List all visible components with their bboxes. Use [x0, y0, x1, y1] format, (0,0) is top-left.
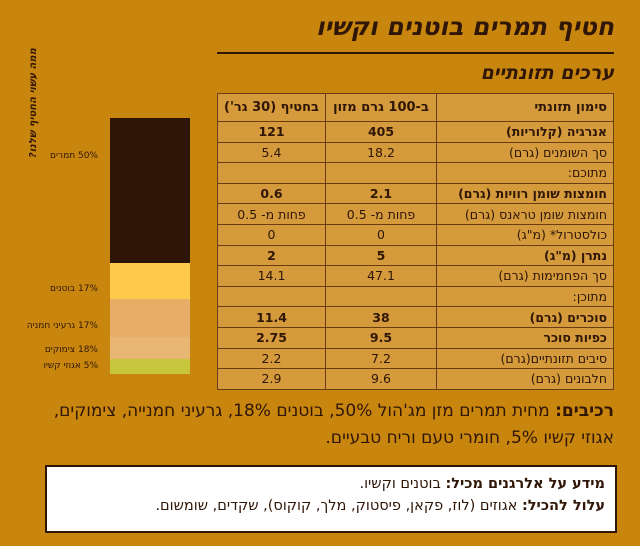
table-cell: 2.9	[217, 368, 326, 390]
table-cell: 7.2	[325, 347, 437, 370]
table-cell: 2.2	[217, 347, 326, 370]
table-cell: 2.75	[217, 326, 326, 349]
table-cell: פחות מ- 0.5	[217, 203, 326, 225]
header-row: סימון תזונתי ב-100 גרם מזון בחטיף (30 גר…	[217, 93, 614, 122]
table-row: סך השומנים (גרם) 18.2 5.4	[217, 141, 614, 164]
table-row: מתוכם:	[217, 162, 614, 184]
table-cell: כפיות סוכר	[436, 326, 614, 349]
table-cell: 38	[325, 306, 437, 328]
table-cell: 2.1	[325, 182, 437, 205]
table-cell: סך הפחמימות (גרם)	[436, 265, 614, 287]
segment	[110, 263, 190, 299]
table-row: סיבים תזונתיים(גרם) 7.2 2.2	[217, 347, 614, 370]
table-cell: כולסטרול* (מ"ג)	[436, 223, 614, 246]
table-cell: חומצות שומן טראנס (גרם)	[436, 203, 614, 225]
table-cell: 0	[217, 223, 326, 246]
table-cell	[325, 162, 437, 184]
table-row: כפיות סוכר 9.5 2.75	[217, 326, 614, 349]
ingredients: רכיבים: מחית תמרים מזן מג'הול 50%, בוטני…	[24, 398, 614, 452]
table-row: אנרגיה (קלוריות) 405 121	[217, 121, 614, 143]
table-cell: 47.1	[325, 265, 437, 287]
table-row: חלבונים (גרם) 9.6 2.9	[217, 368, 614, 390]
segment	[110, 299, 190, 337]
table-cell: 5	[325, 244, 437, 267]
table-cell: מתוכם:	[436, 162, 614, 184]
table-cell: חומצות שומן רוויות (גרם)	[436, 182, 614, 205]
table-cell	[217, 162, 326, 184]
table-row: חומצות שומן טראנס (גרם) פחות מ- 0.5 פחות מ…	[217, 203, 614, 225]
text: אגוזים (לוז, פקאן, פיסטוק, מלך, קוקוס), …	[155, 498, 518, 514]
table-cell: סיבים תזונתיים(גרם)	[436, 347, 614, 370]
table-cell: סך השומנים (גרם)	[436, 141, 614, 164]
allergen-box: מידע על אלרגנים מכיל: בוטנים וקשיו. עלול…	[45, 465, 617, 533]
table-cell: 9.5	[325, 326, 437, 349]
header-cell: בחטיף (30 גר')	[217, 93, 326, 122]
label: מידע על אלרגנים מכיל:	[445, 476, 605, 492]
segment-label: 5% אגוזי קשיו	[43, 361, 98, 371]
table-cell: סוכרים (גרם)	[436, 306, 614, 328]
table-cell: 14.1	[217, 265, 326, 287]
table-row: סוכרים (גרם) 38 11.4	[217, 306, 614, 328]
table-cell: 11.4	[217, 306, 326, 328]
table-row: כולסטרול* (מ"ג) 0 0	[217, 223, 614, 246]
composition-title: ממה עשוי החטיף שלנו?	[28, 48, 39, 158]
segment-label: 17% בוטנים	[50, 284, 98, 294]
table-cell: 0.6	[217, 182, 326, 205]
table-cell: 18.2	[325, 141, 437, 164]
table-cell: 9.6	[325, 368, 437, 390]
segment-label: 50% תמרים	[50, 151, 98, 161]
table-cell: נתרן (מ"ג)	[436, 244, 614, 267]
table-cell	[217, 285, 326, 308]
allergen-line: עלול להכיל: אגוזים (לוז, פקאן, פיסטוק, מ…	[57, 495, 605, 517]
ingredients-text: מחית תמרים מזן מג'הול 50%, בוטנים 18%, ג…	[53, 401, 614, 448]
table-cell	[325, 285, 437, 308]
table-cell: אנרגיה (קלוריות)	[436, 121, 614, 143]
label: עלול להכיל:	[521, 498, 605, 514]
segment-label: 18% צימוקים	[44, 345, 98, 355]
table-cell: 121	[217, 121, 326, 143]
subtitle: ערכים תזונתיים	[480, 62, 614, 84]
table-row: מתוכן:	[217, 285, 614, 308]
text: בוטנים וקשיו.	[359, 476, 441, 492]
header-cell: ב-100 גרם מזון	[325, 93, 437, 122]
nutrition-table: סימון תזונתי ב-100 גרם מזון בחטיף (30 גר…	[217, 93, 614, 390]
table-cell: פחות מ- 0.5	[325, 203, 437, 225]
title: חטיף תמרים בוטנים וקשיו	[315, 12, 614, 41]
header-cell: סימון תזונתי	[436, 93, 614, 122]
table-row: נתרן (מ"ג) 5 2	[217, 244, 614, 267]
ingredients-label: רכיבים:	[555, 401, 614, 421]
segment	[110, 337, 190, 359]
table-cell: מתוכן:	[436, 285, 614, 308]
table-cell: 0	[325, 223, 437, 246]
segment-label: 17% גרעיני חמניה	[26, 321, 98, 331]
segment	[110, 359, 190, 374]
table-cell: 2	[217, 244, 326, 267]
rule	[217, 52, 614, 54]
segment	[110, 118, 190, 263]
table-cell: חלבונים (גרם)	[436, 368, 614, 390]
table-row: חומצות שומן רוויות (גרם) 2.1 0.6	[217, 182, 614, 205]
table-cell: 405	[325, 121, 437, 143]
allergen-line: מידע על אלרגנים מכיל: בוטנים וקשיו.	[57, 473, 606, 495]
table-row: סך הפחמימות (גרם) 47.1 14.1	[217, 265, 614, 287]
table-cell: 5.4	[217, 141, 326, 164]
composition-bar	[110, 118, 190, 374]
